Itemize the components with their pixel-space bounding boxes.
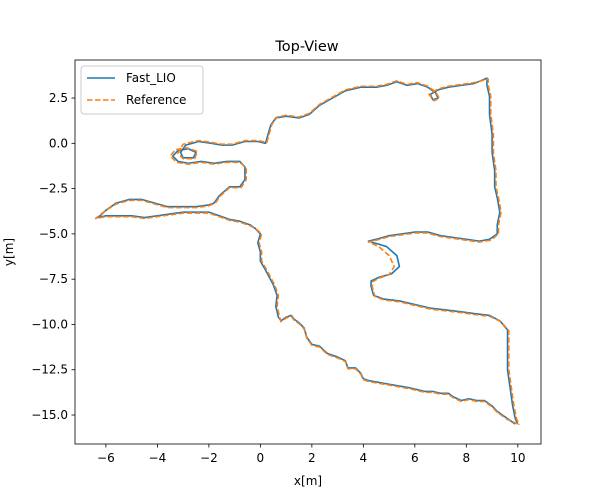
x-tick-label: 8 bbox=[463, 451, 471, 465]
legend-reference-label: Reference bbox=[126, 93, 186, 107]
y-axis-ticks: 2.5 0.0 −2.5 −5.0 −7.5 −10.0 −12.5 −15.0 bbox=[31, 91, 75, 422]
x-axis-ticks: −6 −4 −2 0 2 4 6 8 10 bbox=[97, 444, 525, 465]
x-tick-label: 0 bbox=[257, 451, 265, 465]
series-layer bbox=[94, 77, 520, 426]
y-tick-label: 0.0 bbox=[49, 136, 68, 150]
x-tick-label: 10 bbox=[510, 451, 525, 465]
x-tick-label: −2 bbox=[200, 451, 218, 465]
y-axis-label: y[m] bbox=[2, 238, 16, 266]
y-tick-label: −15.0 bbox=[31, 408, 68, 422]
y-tick-label: −7.5 bbox=[39, 272, 68, 286]
series-line-reference bbox=[94, 78, 520, 426]
y-tick-label: −10.0 bbox=[31, 317, 68, 331]
x-tick-label: −6 bbox=[97, 451, 115, 465]
legend: Fast_LIO Reference bbox=[80, 65, 204, 115]
x-tick-label: 6 bbox=[411, 451, 419, 465]
x-axis-label: x[m] bbox=[294, 474, 322, 488]
x-tick-label: −4 bbox=[149, 451, 167, 465]
chart-title: Top-View bbox=[274, 39, 338, 55]
y-tick-label: 2.5 bbox=[49, 91, 68, 105]
plot-frame bbox=[74, 59, 542, 445]
legend-fast-lio-label: Fast_LIO bbox=[126, 71, 176, 85]
x-tick-label: 2 bbox=[308, 451, 316, 465]
y-tick-label: −5.0 bbox=[39, 227, 68, 241]
y-tick-label: −12.5 bbox=[31, 363, 68, 377]
x-tick-label: 4 bbox=[360, 451, 368, 465]
y-tick-label: −2.5 bbox=[39, 182, 68, 196]
